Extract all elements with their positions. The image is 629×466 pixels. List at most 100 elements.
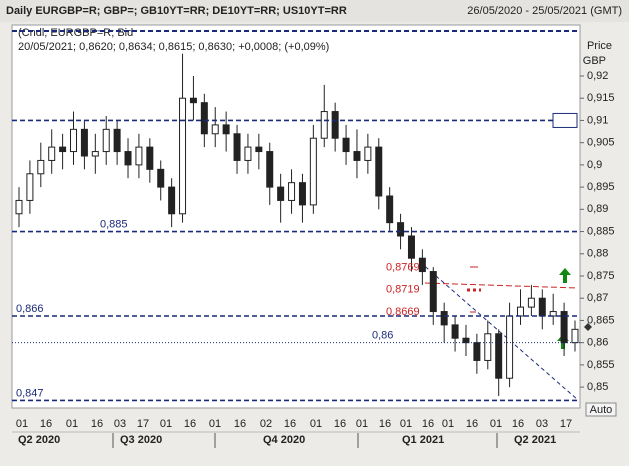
candle-body (189, 97, 197, 104)
y-tick-label: 0,86 (587, 337, 608, 349)
candle-body (495, 333, 503, 379)
y-tick-label: 0,855 (587, 359, 615, 371)
candle-body (59, 146, 67, 153)
candle-body (200, 102, 208, 135)
candle-body (298, 182, 306, 206)
candle-body (473, 342, 481, 361)
candle-body (516, 306, 524, 317)
auto-button-label[interactable]: Auto (590, 404, 613, 416)
candle-body (135, 146, 143, 166)
last-marker (584, 323, 592, 331)
quarter-label: Q1 2021 (402, 434, 444, 446)
level-label: 0,86 (372, 330, 393, 342)
candle-body (288, 182, 296, 201)
y-tick-label: 0,885 (587, 225, 615, 237)
candle-body (70, 128, 78, 153)
x-tick-label: 01 (209, 418, 221, 430)
candle-body (179, 97, 187, 215)
candle-body (451, 324, 459, 339)
y-tick-label: 0,875 (587, 270, 615, 282)
x-tick-label: 16 (422, 418, 434, 430)
y-tick-label: 0,87 (587, 292, 608, 304)
axis-title: Price (587, 40, 612, 52)
candle-body (571, 328, 579, 344)
candle-body (320, 111, 328, 139)
quarter-label: Q4 2020 (263, 434, 305, 446)
x-tick-label: 16 (512, 418, 524, 430)
candle-body (331, 111, 339, 139)
x-tick-label: 16 (466, 418, 478, 430)
annotation: 0,8669 (386, 306, 420, 318)
y-tick-label: 0,92 (587, 70, 608, 82)
level-label: 0,866 (16, 303, 44, 315)
candle-body (462, 337, 470, 344)
candle-body (113, 128, 121, 153)
x-tick-label: 16 (234, 418, 246, 430)
x-tick-label: 16 (184, 418, 196, 430)
candle-body (364, 146, 372, 161)
arrow-up (559, 268, 571, 283)
quarter-label: Q2 2021 (514, 434, 556, 446)
axis-title: GBP (583, 55, 606, 67)
candle-body (157, 168, 165, 188)
y-tick-label: 0,915 (587, 92, 615, 104)
candle-body (429, 271, 437, 313)
x-tick-label: 01 (442, 418, 454, 430)
candle-body (527, 297, 535, 308)
candle-body (484, 333, 492, 361)
y-tick-label: 0,85 (587, 381, 608, 393)
plot-area (11, 24, 581, 409)
level-box (552, 112, 578, 128)
annotation: 0,8719 (386, 284, 420, 296)
x-tick-label: 02 (260, 418, 272, 430)
x-tick-label: 01 (400, 418, 412, 430)
level-label: 0,847 (16, 387, 44, 399)
x-tick-label: 16 (40, 418, 52, 430)
candle-body (353, 151, 361, 161)
candle-body (375, 146, 383, 197)
chart-title: Daily EURGBP=R; GBP=; GB10YT=RR; DE10YT=… (6, 5, 347, 17)
candle-body (211, 124, 219, 135)
x-tick-label: 03 (536, 418, 548, 430)
candle-body (48, 146, 56, 161)
candle-body (168, 186, 176, 215)
x-tick-label: 16 (334, 418, 346, 430)
candle-body (146, 146, 154, 170)
candle-body (26, 173, 34, 201)
candle-body (440, 311, 448, 326)
candle-body (342, 137, 350, 153)
x-tick-label: 01 (490, 418, 502, 430)
candle-body (233, 133, 241, 161)
y-tick-label: 0,89 (587, 203, 608, 215)
trend-line-red (424, 282, 579, 289)
candle-body (397, 222, 405, 237)
y-tick-label: 0,905 (587, 137, 615, 149)
candle-body (506, 315, 514, 379)
x-tick-label: 16 (379, 418, 391, 430)
last-bar: 20/05/2021; 0,8620; 0,8634; 0,8615; 0,86… (18, 41, 329, 53)
candle-body (15, 199, 23, 215)
x-tick-label: 03 (114, 418, 126, 430)
x-tick-label: 17 (560, 418, 572, 430)
candle-body (418, 257, 426, 273)
x-tick-label: 16 (284, 418, 296, 430)
x-tick-label: 01 (66, 418, 78, 430)
y-tick-label: 0,91 (587, 114, 608, 126)
quarter-label: Q3 2020 (120, 434, 162, 446)
x-tick-label: 01 (160, 418, 172, 430)
candle-body (407, 235, 415, 259)
candle-body (266, 151, 274, 188)
annotation: 0,8769 (386, 261, 420, 273)
auto-button[interactable] (585, 402, 617, 417)
level-label: 0,885 (100, 218, 128, 230)
candle-body (386, 195, 394, 224)
date-range: 26/05/2020 - 25/05/2021 (GMT) (467, 5, 622, 17)
y-tick-label: 0,895 (587, 181, 615, 193)
candle-body (80, 128, 88, 157)
candle-body (124, 151, 132, 166)
title-bar (0, 0, 629, 22)
candle-body (222, 124, 230, 135)
legend: (Cndl; EURGBP=R; Bid (18, 27, 133, 39)
x-tick-label: 16 (91, 418, 103, 430)
